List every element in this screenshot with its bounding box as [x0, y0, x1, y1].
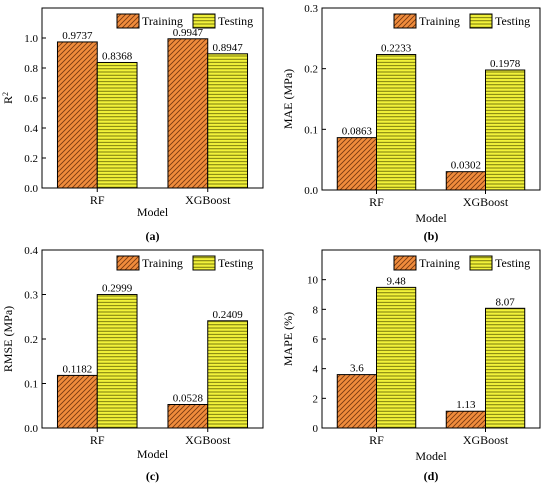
y-tick-label: 4 [313, 364, 319, 376]
bar-testing-xgboost [207, 320, 249, 429]
legend-swatch-testing [192, 255, 216, 271]
data-label: 8.07 [495, 296, 515, 308]
x-tick-label: RF [90, 193, 105, 207]
legend-label: Testing [495, 14, 530, 28]
y-tick-label: 0.0 [24, 423, 38, 435]
chart-panel-4: 0 2 4 6 8 10 MAPE (%) RF 3.6 9.48 XGBoost 1.13 8.07 M… [281, 249, 541, 483]
legend-label: Training [419, 14, 460, 28]
data-label: 0.1182 [62, 363, 92, 375]
plot-frame [321, 7, 541, 191]
x-axis-label: Model [415, 211, 447, 225]
data-label: 3.6 [350, 363, 364, 375]
bar-testing-rf [376, 54, 417, 191]
y-tick-label: 0.1 [304, 124, 318, 136]
legend-swatch-testing [469, 13, 493, 29]
legend: Training Testing [393, 255, 530, 271]
legend-label: Training [142, 256, 183, 270]
legend: Training Testing [393, 13, 530, 29]
legend: Training Testing [116, 255, 253, 271]
bar-training-xgboost [445, 171, 487, 191]
bar-testing-xgboost [485, 307, 526, 429]
y-tick-label: 0.6 [24, 93, 38, 105]
x-tick-label: XGBoost [463, 433, 509, 447]
data-label: 0.0302 [451, 160, 481, 172]
y-tick-label: 0.0 [304, 185, 318, 197]
legend-swatch-training [116, 13, 140, 29]
bar-training-rf [56, 374, 98, 429]
y-tick-label: 0.2 [24, 153, 38, 165]
data-label: 0.9737 [62, 30, 93, 42]
bar-testing-xgboost [485, 69, 526, 191]
panel-caption: (c) [146, 469, 159, 483]
y-axis-label: MAE (MPa) [281, 69, 295, 129]
y-tick-label: 1.0 [24, 33, 38, 45]
bar-testing-rf [96, 61, 138, 189]
x-axis-label: Model [137, 205, 169, 219]
panel-caption: (d) [424, 469, 439, 483]
y-tick-label: 0.2 [304, 64, 318, 76]
bar-testing-rf [376, 286, 417, 429]
y-tick-label: 2 [313, 393, 319, 405]
y-tick-label: 0 [313, 423, 319, 435]
y-tick-label: 8 [313, 304, 319, 316]
data-label: 0.0863 [342, 126, 373, 138]
x-axis-label: Model [415, 449, 447, 463]
data-label: 0.9947 [173, 27, 204, 39]
legend-label: Training [142, 14, 183, 28]
legend-label: Testing [495, 256, 530, 270]
y-axis-label: R2 [1, 92, 16, 104]
y-axis-label: MAPE (%) [281, 312, 295, 366]
data-label: 0.2999 [102, 283, 133, 295]
data-label: 1.13 [456, 399, 476, 411]
bar-training-rf [336, 137, 378, 191]
panel-caption: (b) [424, 229, 439, 243]
chart-panel-1: 0.0 0.2 0.4 0.6 0.8 1.0 R2 RF 0.9737 0.8368 XGBoos… [1, 7, 264, 243]
data-label: 0.0528 [173, 393, 204, 405]
bar-training-xgboost [167, 404, 209, 429]
y-tick-label: 10 [307, 275, 319, 287]
legend-swatch-testing [469, 255, 493, 271]
legend-label: Training [419, 256, 460, 270]
x-tick-label: RF [369, 433, 384, 447]
legend-swatch-training [116, 255, 140, 271]
x-tick-label: XGBoost [463, 195, 509, 209]
chart-panel-3: 0.0 0.1 0.2 0.3 0.4 RMSE (MPa) RF 0.1182 0.2999 X… [1, 245, 264, 483]
bar-training-xgboost [167, 38, 209, 189]
y-tick-label: 0.0 [24, 183, 38, 195]
data-label: 0.2233 [381, 43, 412, 55]
x-axis-label: Model [137, 447, 169, 461]
bar-training-xgboost [445, 410, 487, 429]
x-tick-label: RF [369, 195, 384, 209]
data-label: 0.2409 [213, 309, 244, 321]
panel-caption: (a) [146, 229, 160, 243]
y-tick-label: 6 [313, 334, 319, 346]
data-label: 0.8947 [213, 42, 244, 54]
bar-testing-xgboost [207, 53, 249, 189]
y-tick-label: 0.8 [24, 63, 38, 75]
chart-panel-2: 0.0 0.1 0.2 0.3 MAE (MPa) RF 0.0863 0.2233 XGBoo… [281, 3, 541, 243]
data-label: 0.8368 [102, 50, 133, 62]
x-tick-label: RF [90, 433, 105, 447]
bar-training-rf [56, 41, 98, 189]
y-axis-label: RMSE (MPa) [1, 306, 15, 372]
legend: Training Testing [116, 13, 253, 29]
y-tick-label: 0.3 [24, 290, 38, 302]
legend-swatch-testing [192, 13, 216, 29]
data-label: 9.48 [386, 275, 406, 287]
data-label: 0.1978 [490, 58, 521, 70]
x-tick-label: XGBoost [185, 193, 231, 207]
legend-swatch-training [393, 13, 417, 29]
legend-label: Testing [218, 14, 253, 28]
y-tick-label: 0.1 [24, 379, 38, 391]
x-tick-label: XGBoost [185, 433, 231, 447]
bar-training-rf [336, 374, 378, 429]
legend-label: Testing [218, 256, 253, 270]
bar-testing-rf [96, 294, 138, 429]
y-tick-label: 0.4 [24, 245, 38, 257]
y-tick-label: 0.3 [304, 3, 318, 15]
legend-swatch-training [393, 255, 417, 271]
y-tick-label: 0.4 [24, 123, 38, 135]
y-tick-label: 0.2 [24, 334, 38, 346]
